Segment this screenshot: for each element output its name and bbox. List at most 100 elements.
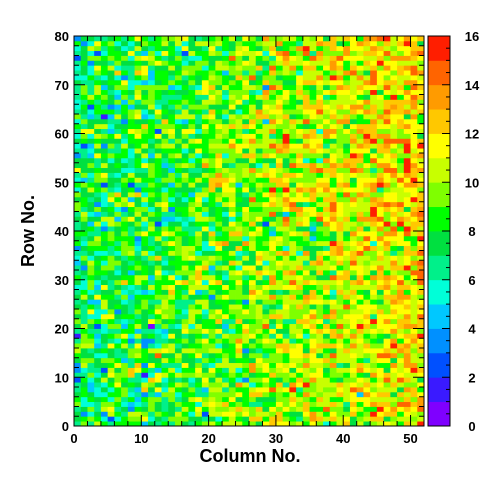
heatmap-cell: [296, 216, 304, 222]
heatmap-cell: [410, 143, 418, 149]
heatmap-cell: [80, 382, 88, 388]
heatmap-cell: [215, 279, 223, 286]
heatmap-cell: [222, 367, 230, 373]
heatmap-cell: [114, 396, 122, 403]
heatmap-cell: [154, 50, 162, 56]
heatmap-cell: [302, 148, 310, 154]
heatmap-cell: [74, 162, 82, 169]
heatmap-cell: [323, 367, 331, 373]
heatmap-cell: [255, 372, 263, 378]
heatmap-cell: [148, 55, 156, 61]
heatmap-cell: [168, 196, 176, 203]
heatmap-cell: [417, 348, 425, 354]
heatmap-cell: [87, 348, 95, 354]
heatmap-cell: [356, 299, 364, 305]
heatmap-cell: [269, 416, 277, 422]
heatmap-cell: [188, 387, 196, 393]
heatmap-cell: [168, 299, 176, 305]
heatmap-cell: [100, 362, 109, 368]
heatmap-cell: [94, 416, 102, 422]
heatmap-cell: [309, 40, 317, 47]
heatmap-cell: [390, 387, 398, 393]
heatmap-cell: [168, 421, 176, 427]
heatmap-cell: [215, 323, 223, 329]
heatmap-cell: [222, 377, 230, 383]
heatmap-cell: [275, 221, 284, 227]
heatmap-cell: [215, 211, 223, 217]
heatmap-cell: [336, 65, 344, 71]
heatmap-cell: [282, 172, 290, 178]
heatmap-cell: [356, 309, 364, 315]
heatmap-cell: [215, 162, 223, 169]
heatmap-cell: [329, 396, 337, 403]
heatmap-cell: [148, 235, 156, 242]
heatmap-cell: [356, 148, 364, 154]
heatmap-cell: [154, 109, 162, 115]
heatmap-cell: [141, 323, 149, 329]
heatmap-cell: [397, 382, 405, 388]
heatmap-cell: [275, 60, 284, 66]
heatmap-cell: [363, 201, 371, 208]
heatmap-cell: [174, 36, 183, 42]
heatmap-cell: [134, 401, 142, 407]
heatmap-cell: [141, 114, 149, 120]
heatmap-cell: [195, 294, 203, 300]
heatmap-cell: [390, 338, 398, 344]
heatmap-cell: [107, 279, 115, 286]
heatmap-cell: [302, 387, 310, 393]
heatmap-cell: [201, 270, 210, 276]
heatmap-cell: [397, 79, 405, 86]
heatmap-cell: [174, 148, 183, 154]
heatmap-cell: [94, 377, 102, 383]
heatmap-cell: [309, 143, 317, 149]
heatmap-cell: [174, 138, 183, 144]
heatmap-cell: [249, 421, 257, 427]
heatmap-cell: [174, 396, 183, 403]
heatmap-cell: [390, 123, 398, 130]
heatmap-cell: [329, 45, 337, 52]
heatmap-cell: [148, 162, 156, 169]
heatmap-cell: [121, 406, 129, 412]
heatmap-cell: [255, 167, 263, 173]
heatmap-cell: [262, 40, 270, 47]
heatmap-cell: [87, 231, 95, 237]
heatmap-cell: [370, 382, 378, 388]
heatmap-cell: [74, 338, 82, 344]
heatmap-cell: [309, 289, 317, 295]
heatmap-cell: [242, 143, 250, 149]
heatmap-cell: [255, 65, 263, 71]
heatmap-cell: [349, 109, 358, 115]
heatmap-cell: [208, 206, 216, 212]
heatmap-cell: [242, 387, 250, 393]
heatmap-cell: [403, 201, 411, 208]
heatmap-cell: [201, 318, 210, 325]
heatmap-cell: [94, 382, 102, 388]
heatmap-cell: [148, 226, 156, 232]
heatmap-cell: [161, 313, 169, 320]
heatmap-cell: [370, 367, 378, 373]
heatmap-cell: [329, 36, 337, 42]
heatmap-cell: [242, 128, 250, 134]
heatmap-cell: [107, 167, 115, 173]
heatmap-cell: [349, 94, 358, 100]
heatmap-cell: [188, 172, 196, 178]
heatmap-cell: [87, 36, 95, 42]
heatmap-cell: [148, 333, 156, 339]
heatmap-cell: [309, 387, 317, 393]
heatmap-cell: [228, 313, 236, 320]
heatmap-cell: [296, 109, 304, 115]
heatmap-cell: [376, 387, 385, 393]
heatmap-cell: [417, 172, 425, 178]
heatmap-cell: [154, 231, 162, 237]
heatmap-cell: [94, 284, 102, 290]
heatmap-cell: [228, 289, 236, 295]
heatmap-cell: [161, 416, 169, 422]
heatmap-cell: [269, 36, 277, 42]
heatmap-cell: [201, 138, 210, 144]
heatmap-cell: [148, 40, 156, 47]
heatmap-cell: [215, 377, 223, 383]
heatmap-cell: [127, 265, 135, 271]
heatmap-cell: [168, 240, 176, 247]
heatmap-cell: [161, 50, 169, 56]
heatmap-cell: [262, 84, 270, 91]
